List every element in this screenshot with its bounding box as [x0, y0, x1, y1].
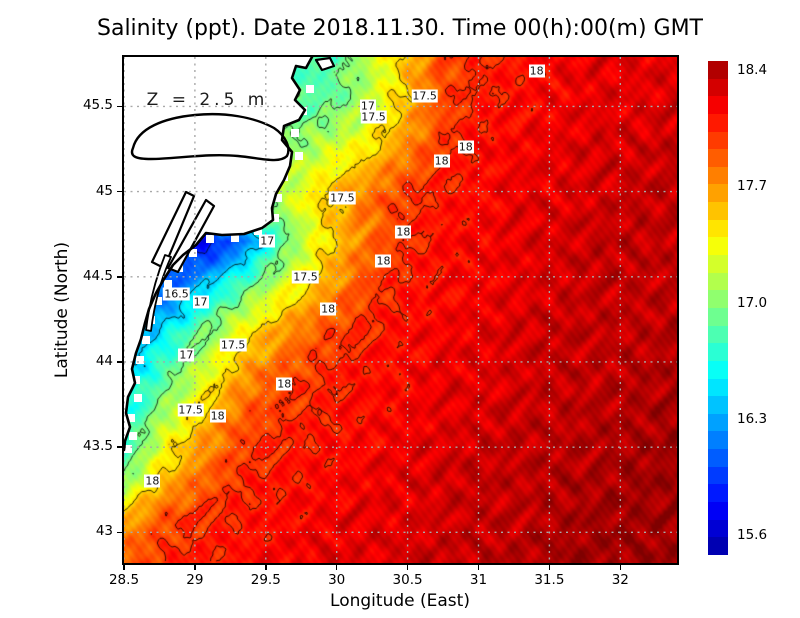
x-tick-label: 32	[611, 572, 629, 588]
colorbar-segment	[708, 237, 728, 256]
coastal-spit-lagoon	[145, 254, 172, 332]
colorbar-segment	[708, 184, 728, 203]
colorbar-segment	[708, 61, 728, 79]
colorbar-segment	[708, 202, 728, 220]
coastline-map-overlay	[124, 57, 677, 563]
colorbar-segment	[708, 449, 728, 467]
colorbar-segment	[708, 307, 728, 326]
colorbar	[708, 61, 728, 555]
colorbar-segment	[708, 466, 728, 485]
colorbar-segment	[708, 360, 728, 379]
y-tick-mark	[117, 446, 122, 448]
y-tick-mark	[117, 361, 122, 363]
colorbar-tick-label: 16.3	[737, 410, 768, 427]
x-tick-mark	[123, 565, 125, 570]
colorbar-segment	[708, 96, 728, 114]
colorbar-tick-label: 15.6	[737, 527, 768, 544]
colorbar-segment	[708, 431, 728, 450]
x-tick-mark	[548, 565, 551, 570]
colorbar-segment	[708, 219, 728, 238]
lagoon-prong-2	[166, 198, 216, 274]
plot-frame: Z = 2.5 m 18 17.5 17 17.5 18 18 17.5 18 17 18 17.5…	[122, 55, 679, 565]
colorbar-segment	[708, 166, 728, 185]
x-tick-label: 29.5	[250, 572, 281, 588]
x-tick-mark	[406, 565, 409, 570]
y-tick-mark	[117, 190, 122, 193]
y-tick-label: 43.5	[82, 438, 113, 455]
x-tick-label: 31	[469, 572, 488, 588]
colorbar-segment	[708, 537, 728, 555]
y-tick-mark	[117, 105, 122, 108]
colorbar-tick-label: 17.7	[737, 178, 768, 195]
colorbar-segment	[708, 149, 728, 167]
x-tick-label: 31.5	[534, 572, 565, 588]
colorbar-segment	[708, 290, 728, 308]
y-tick-mark	[117, 531, 122, 534]
colorbar-segment	[708, 396, 728, 414]
colorbar-segment	[708, 343, 728, 361]
y-tick-mark	[117, 276, 122, 278]
y-tick-label: 45	[95, 182, 113, 199]
coastline	[124, 57, 314, 452]
colorbar-segment	[708, 484, 728, 503]
liman-lake-outline	[130, 112, 290, 162]
colorbar-segment	[708, 413, 728, 432]
colorbar-segment	[708, 378, 728, 397]
colorbar-segment	[708, 519, 728, 538]
chart-title: Salinity (ppt). Date 2018.11.30. Time 00…	[97, 16, 703, 41]
colorbar-tick-label: 18.4	[737, 61, 768, 78]
colorbar-segment	[708, 255, 728, 273]
x-tick-mark	[619, 565, 622, 570]
island-outline	[314, 57, 336, 72]
y-tick-label: 44.5	[82, 267, 113, 284]
y-tick-label: 45.5	[82, 97, 113, 114]
x-tick-label: 30.5	[392, 572, 423, 588]
colorbar-segment	[708, 325, 728, 344]
colorbar-segment	[708, 272, 728, 291]
x-tick-mark	[477, 565, 480, 570]
colorbar-tick-label: 17.0	[737, 294, 768, 311]
x-tick-label: 28.5	[108, 572, 140, 588]
x-axis-title: Longitude (East)	[330, 591, 470, 611]
colorbar-segment	[708, 78, 728, 97]
colorbar-segment	[708, 113, 728, 132]
colorbar-segment	[708, 502, 728, 520]
x-tick-mark	[194, 565, 196, 570]
colorbar-segment	[708, 131, 728, 150]
y-tick-label: 44	[95, 352, 113, 369]
x-tick-label: 29	[186, 572, 204, 588]
y-tick-label: 43	[95, 523, 113, 540]
x-tick-mark	[265, 565, 267, 570]
x-tick-label: 30	[328, 572, 346, 588]
graticule-gridlines	[124, 57, 677, 563]
x-tick-mark	[335, 565, 338, 570]
